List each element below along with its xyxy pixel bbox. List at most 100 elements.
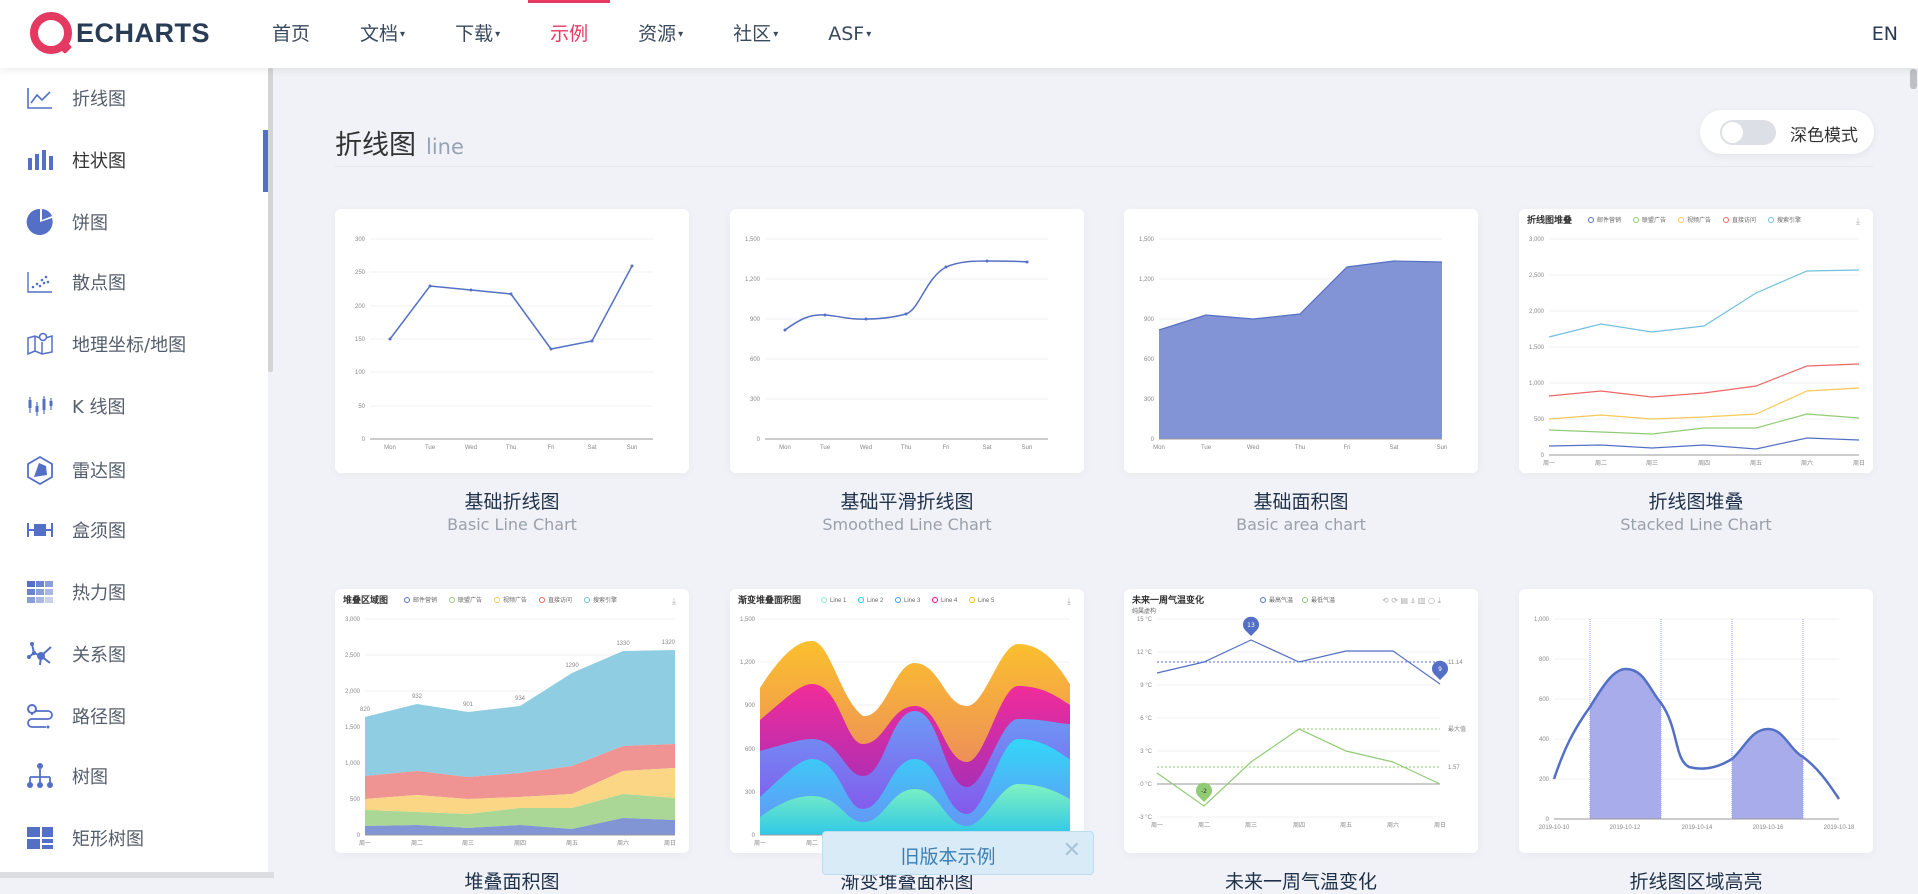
svg-text:1290: 1290 — [565, 663, 579, 669]
logo-text: ECHARTS — [76, 17, 211, 48]
card-title[interactable]: 基础折线图 — [464, 491, 560, 513]
svg-text:Wed: Wed — [860, 445, 872, 451]
nav-home[interactable]: 首页 — [250, 0, 332, 68]
sidebar-item-lines[interactable]: 路径图 — [0, 686, 268, 746]
svg-text:600: 600 — [1144, 357, 1155, 363]
svg-text:纯属虚构: 纯属虚构 — [1132, 607, 1156, 615]
svg-text:500: 500 — [1534, 417, 1545, 423]
sidebar-item-scatter[interactable]: 散点图 — [0, 252, 268, 312]
example-card-temperature-change[interactable]: 未来一周气温变化 纯属虚构 最高气温 最低气温 ⟲ ⟳ ▤ ⍋ ▥ ○ ⤓ 15… — [1124, 589, 1478, 853]
sidebar-item-label: 树图 — [72, 767, 108, 788]
nav-community[interactable]: 社区 ▾ — [711, 0, 800, 68]
svg-text:周五: 周五 — [1750, 460, 1762, 467]
nav-label: 文档 — [360, 23, 399, 45]
svg-text:周二: 周二 — [1595, 460, 1607, 467]
page-scrollbar-thumb[interactable] — [1910, 69, 1917, 89]
example-card-stacked-area[interactable]: 堆叠区域图 邮件营销 联盟广告 视频广告 直接访问 搜索引擎 ⤓ 3,000 2,… — [335, 589, 689, 853]
caret-down-icon: ▾ — [495, 28, 501, 40]
card-subtitle: Basic Line Chart — [447, 515, 577, 534]
card-title[interactable]: 基础平滑折线图 — [840, 491, 974, 513]
svg-text:150: 150 — [355, 337, 366, 343]
svg-text:Sun: Sun — [1022, 445, 1033, 451]
sidebar-item-candlestick[interactable]: K 线图 — [0, 376, 268, 436]
chart-type-sidebar: 折线图 柱状图 饼图 散点图 地理坐标/地图 K 线图 雷达图 盒须图 热力图 … — [0, 68, 268, 876]
svg-text:Sat: Sat — [587, 445, 596, 451]
card-title[interactable]: 基础面积图 — [1253, 491, 1349, 513]
dark-mode-toggle[interactable]: 深色模式 — [1700, 110, 1874, 154]
svg-text:未来一周气温变化: 未来一周气温变化 — [1131, 594, 1204, 605]
svg-text:-3 °C: -3 °C — [1138, 815, 1152, 821]
example-card-gradient-stacked-area[interactable]: 渐变堆叠面积图 Line 1 Line 2 Line 3 Line 4 Line… — [730, 589, 1084, 853]
toggle-switch[interactable] — [1720, 120, 1776, 145]
close-icon[interactable]: ✕ — [1062, 838, 1081, 863]
svg-text:13: 13 — [1247, 622, 1255, 629]
gradient-area-thumbnail: 渐变堆叠面积图 Line 1 Line 2 Line 3 Line 4 Line… — [738, 594, 1071, 847]
sidebar-item-tree[interactable]: 树图 — [0, 746, 268, 806]
legacy-examples-banner[interactable]: 旧版本示例 ✕ — [822, 831, 1094, 875]
nav-examples[interactable]: 示例 — [528, 0, 611, 68]
download-icon: ⤓ — [1856, 217, 1860, 227]
sidebar-item-map[interactable]: 地理坐标/地图 — [0, 314, 268, 374]
card-subtitle: Smoothed Line Chart — [822, 515, 992, 534]
top-nav-bar: ECHARTS 首页 文档 ▾ 下载 ▾ 示例 资源 ▾ 社区 ▾ ASF ▾ EN — [0, 0, 1918, 68]
example-card-smoothed-line[interactable]: 1,500 1,200 900 600 300 0 Mon Tue Wed Thu Fri Sat S… — [730, 209, 1084, 473]
sidebar-item-pie[interactable]: 饼图 — [0, 192, 268, 252]
svg-text:600: 600 — [745, 747, 756, 753]
svg-text:2,000: 2,000 — [1529, 309, 1545, 315]
basic-line-thumbnail: 300 250 200 150 100 50 0 Mon Tue Wed Thu Fri Sat Sun — [355, 237, 653, 451]
svg-text:9 °C: 9 °C — [1140, 683, 1152, 689]
area-highlight-thumbnail: 1,000 800 600 400 200 0 2019-10-10 2019-10-12 2… — [1534, 617, 1855, 831]
nav-resources[interactable]: 资源 ▾ — [616, 0, 705, 68]
svg-text:Thu: Thu — [1295, 445, 1305, 451]
nav-docs[interactable]: 文档 ▾ — [338, 0, 427, 68]
svg-text:820: 820 — [360, 707, 371, 713]
svg-text:Tue: Tue — [425, 445, 436, 451]
sidebar-item-line[interactable]: 折线图 — [0, 68, 268, 128]
svg-text:2,500: 2,500 — [1529, 273, 1545, 279]
svg-text:Line 1: Line 1 — [830, 598, 847, 604]
sidebar-scrollbar-thumb[interactable] — [268, 68, 273, 372]
example-card-basic-area[interactable]: 1,500 1,200 900 600 300 0 Mon Tue Wed Thu Fri Sat S… — [1124, 209, 1478, 473]
svg-text:200: 200 — [1539, 777, 1550, 783]
section-divider — [335, 166, 1873, 167]
caret-down-icon: ▾ — [773, 28, 779, 40]
example-card-basic-line[interactable]: 300 250 200 150 100 50 0 Mon Tue Wed Thu Fri Sat Sun — [335, 209, 689, 473]
sidebar-item-heatmap[interactable]: 热力图 — [0, 562, 268, 622]
language-switch[interactable]: EN — [1871, 23, 1898, 45]
card-title[interactable]: 堆叠面积图 — [464, 871, 560, 893]
card-title[interactable]: 折线图堆叠 — [1648, 491, 1744, 513]
sidebar-horizontal-scrollbar[interactable] — [0, 872, 274, 878]
echarts-logo[interactable]: ECHARTS — [30, 12, 210, 54]
svg-text:900: 900 — [750, 317, 761, 323]
example-card-stacked-line[interactable]: 折线图堆叠 邮件营销 联盟广告 视频广告 直接访问 搜索引擎 ⤓ 3,000 2,… — [1519, 209, 1873, 473]
svg-text:250: 250 — [355, 270, 366, 276]
sidebar-item-bar[interactable]: 柱状图 — [0, 130, 268, 190]
svg-text:周六: 周六 — [1801, 459, 1813, 467]
nav-label: 社区 — [733, 23, 772, 45]
card-subtitle: Stacked Line Chart — [1620, 515, 1772, 534]
svg-text:2019-10-18: 2019-10-18 — [1824, 825, 1855, 831]
svg-text:12 °C: 12 °C — [1137, 650, 1153, 656]
candlestick-icon — [26, 392, 54, 420]
svg-text:Thu: Thu — [506, 445, 516, 451]
svg-text:周一: 周一 — [359, 840, 371, 847]
svg-text:周六: 周六 — [1387, 821, 1399, 829]
svg-text:周四: 周四 — [1698, 460, 1710, 467]
nav-asf[interactable]: ASF ▾ — [806, 0, 893, 68]
svg-text:Fri: Fri — [1344, 445, 1351, 451]
sidebar-item-graph[interactable]: 关系图 — [0, 624, 268, 684]
legacy-examples-link[interactable]: 旧版本示例 — [900, 846, 996, 868]
sidebar-item-boxplot[interactable]: 盒须图 — [0, 500, 268, 560]
svg-text:9: 9 — [1438, 666, 1442, 673]
sidebar-item-radar[interactable]: 雷达图 — [0, 440, 268, 500]
example-card-area-highlight[interactable]: 1,000 800 600 400 200 0 2019-10-10 2019-10-12 2… — [1519, 589, 1873, 853]
sidebar-scrollbar-track[interactable] — [268, 68, 274, 876]
nav-download[interactable]: 下载 ▾ — [433, 0, 522, 68]
svg-text:Sun: Sun — [627, 445, 638, 451]
svg-text:Mon: Mon — [384, 445, 396, 451]
sidebar-item-treemap[interactable]: 矩形树图 — [0, 808, 268, 868]
card-title[interactable]: 未来一周气温变化 — [1224, 871, 1377, 893]
svg-text:0: 0 — [1546, 817, 1550, 823]
card-title[interactable]: 折线图区域高亮 — [1629, 871, 1763, 893]
svg-text:Thu: Thu — [901, 445, 911, 451]
